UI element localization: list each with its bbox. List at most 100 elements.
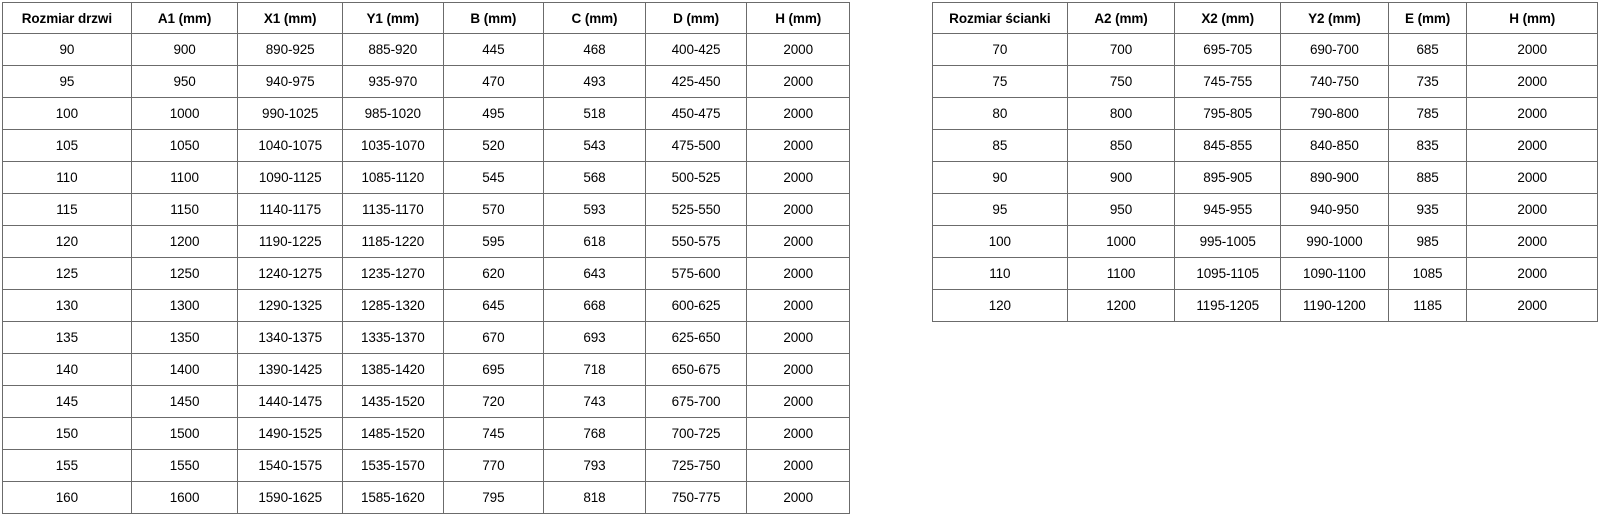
column-header: Rozmiar ścianki xyxy=(932,2,1068,34)
row-size-cell: 120 xyxy=(932,289,1068,322)
table-cell: 500-525 xyxy=(644,161,748,194)
column-header: C (mm) xyxy=(543,2,646,34)
table-cell: 740-750 xyxy=(1280,65,1389,98)
column-header: Rozmiar drzwi xyxy=(2,2,132,34)
table-cell: 690-700 xyxy=(1280,33,1389,66)
table-cell: 985-1020 xyxy=(341,97,444,130)
table-cell: 1100 xyxy=(1066,257,1176,290)
table-cell: 695 xyxy=(442,353,545,386)
table-cell: 790-800 xyxy=(1280,97,1389,130)
row-size-cell: 150 xyxy=(2,417,132,450)
table-cell: 2000 xyxy=(746,321,850,354)
table-row: 155 1550 1540-1575 1535-1570 770 793 725-750 20… xyxy=(2,449,850,482)
table-row: 140 1400 1390-1425 1385-1420 695 718 650-675 20… xyxy=(2,353,850,386)
table-row: 145 1450 1440-1475 1435-1520 720 743 675-700 20… xyxy=(2,385,850,418)
table-cell: 1385-1420 xyxy=(341,353,444,386)
table-cell: 545 xyxy=(442,161,545,194)
table-cell: 2000 xyxy=(1466,257,1598,290)
table-cell: 1285-1320 xyxy=(341,289,444,322)
table-cell: 595 xyxy=(442,225,545,258)
table-cell: 685 xyxy=(1387,33,1468,66)
table-row: 70 700 695-705 690-700 685 2000 xyxy=(932,33,1598,66)
row-size-cell: 70 xyxy=(932,33,1068,66)
table-cell: 750 xyxy=(1066,65,1176,98)
table-body: 90 900 890-925 885-920 445 468 400-425 2000 95 95… xyxy=(2,33,850,514)
table-cell: 1300 xyxy=(130,289,239,322)
table-cell: 1240-1275 xyxy=(237,257,343,290)
row-size-cell: 160 xyxy=(2,481,132,514)
table-cell: 1340-1375 xyxy=(237,321,343,354)
table-row: 110 1100 1090-1125 1085-1120 545 568 500-525 20… xyxy=(2,161,850,194)
table-cell: 800 xyxy=(1066,97,1176,130)
table-cell: 1550 xyxy=(130,449,239,482)
table-cell: 2000 xyxy=(1466,225,1598,258)
door-dimensions-table: Rozmiar drzwi A1 (mm) X1 (mm) Y1 (mm) B (mm)… xyxy=(2,2,850,514)
table-cell: 1600 xyxy=(130,481,239,514)
column-header: H (mm) xyxy=(1466,2,1598,34)
row-size-cell: 75 xyxy=(932,65,1068,98)
table-cell: 1540-1575 xyxy=(237,449,343,482)
row-size-cell: 145 xyxy=(2,385,132,418)
table-cell: 2000 xyxy=(746,193,850,226)
table-cell: 2000 xyxy=(746,65,850,98)
table-cell: 2000 xyxy=(1466,193,1598,226)
table-cell: 1090-1100 xyxy=(1280,257,1389,290)
table-row: 110 1100 1095-1105 1090-1100 1085 2000 xyxy=(932,257,1598,290)
table-cell: 2000 xyxy=(1466,129,1598,162)
table-cell: 795 xyxy=(442,481,545,514)
table-row: 95 950 940-975 935-970 470 493 425-450 2000 xyxy=(2,65,850,98)
column-header: B (mm) xyxy=(442,2,545,34)
table-cell: 468 xyxy=(543,33,646,66)
table-cell: 1035-1070 xyxy=(341,129,444,162)
table-cell: 2000 xyxy=(1466,161,1598,194)
table-cell: 620 xyxy=(442,257,545,290)
table-cell: 1335-1370 xyxy=(341,321,444,354)
row-size-cell: 115 xyxy=(2,193,132,226)
table-cell: 643 xyxy=(543,257,646,290)
table-row: 95 950 945-955 940-950 935 2000 xyxy=(932,193,1598,226)
table-cell: 2000 xyxy=(746,417,850,450)
table-cell: 1140-1175 xyxy=(237,193,343,226)
column-header: E (mm) xyxy=(1387,2,1468,34)
table-cell: 2000 xyxy=(746,289,850,322)
table-cell: 1095-1105 xyxy=(1174,257,1282,290)
table-cell: 700 xyxy=(1066,33,1176,66)
table-cell: 425-450 xyxy=(644,65,748,98)
table-cell: 985 xyxy=(1387,225,1468,258)
table-row: 85 850 845-855 840-850 835 2000 xyxy=(932,129,1598,162)
table-cell: 1040-1075 xyxy=(237,129,343,162)
table-cell: 520 xyxy=(442,129,545,162)
table-cell: 645 xyxy=(442,289,545,322)
table-cell: 1190-1225 xyxy=(237,225,343,258)
column-header: Y1 (mm) xyxy=(341,2,444,34)
row-size-cell: 100 xyxy=(2,97,132,130)
table-cell: 940-950 xyxy=(1280,193,1389,226)
table-body: 70 700 695-705 690-700 685 2000 75 750 745-755 74… xyxy=(932,33,1598,322)
table-cell: 935-970 xyxy=(341,65,444,98)
table-cell: 725-750 xyxy=(644,449,748,482)
table-cell: 2000 xyxy=(746,481,850,514)
row-size-cell: 130 xyxy=(2,289,132,322)
table-cell: 543 xyxy=(543,129,646,162)
table-cell: 890-900 xyxy=(1280,161,1389,194)
table-cell: 795-805 xyxy=(1174,97,1282,130)
table-cell: 1290-1325 xyxy=(237,289,343,322)
row-size-cell: 125 xyxy=(2,257,132,290)
table-cell: 835 xyxy=(1387,129,1468,162)
table-cell: 450-475 xyxy=(644,97,748,130)
table-cell: 1440-1475 xyxy=(237,385,343,418)
table-cell: 735 xyxy=(1387,65,1468,98)
table-cell: 575-600 xyxy=(644,257,748,290)
table-cell: 1000 xyxy=(1066,225,1176,258)
table-row: 105 1050 1040-1075 1035-1070 520 543 475-500 20… xyxy=(2,129,850,162)
table-cell: 700-725 xyxy=(644,417,748,450)
table-cell: 745-755 xyxy=(1174,65,1282,98)
table-cell: 495 xyxy=(442,97,545,130)
table-cell: 400-425 xyxy=(644,33,748,66)
table-cell: 2000 xyxy=(746,449,850,482)
table-cell: 445 xyxy=(442,33,545,66)
table-row: 160 1600 1590-1625 1585-1620 795 818 750-775 20… xyxy=(2,481,850,514)
table-cell: 990-1025 xyxy=(237,97,343,130)
table-cell: 940-975 xyxy=(237,65,343,98)
column-header: A2 (mm) xyxy=(1066,2,1176,34)
